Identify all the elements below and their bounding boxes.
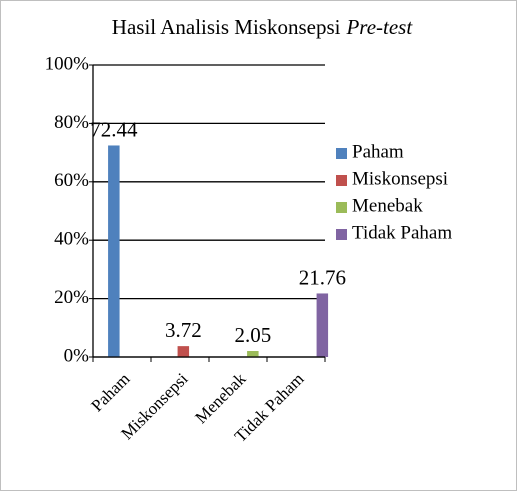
bar [108,145,120,357]
legend-swatch [336,229,347,240]
bar [177,346,190,357]
legend-swatch [336,202,347,213]
legend-label: Menebak [352,195,423,216]
legend-swatch [336,175,347,186]
value-label: 72.44 [90,117,138,141]
legend-label: Tidak Paham [352,222,452,243]
legend-label: Miskonsepsi [352,168,448,189]
legend-label: Paham [352,141,404,162]
y-tick-label: 40% [54,229,89,250]
chart-title: Hasil Analisis Miskonsepsi Pre-test [112,15,414,39]
y-tick-label: 60% [54,170,89,191]
value-label: 21.76 [299,265,346,289]
legend-swatch [336,148,347,159]
y-tick-label: 80% [54,112,89,133]
title-emphasis: Pre-test [345,15,413,39]
bar [247,351,259,357]
y-tick-label: 100% [45,53,90,74]
y-tick-label: 20% [54,287,89,308]
value-label: 3.72 [165,318,202,342]
y-tick-label: 0% [64,345,90,366]
bar [316,293,329,357]
title-main: Hasil Analisis Miskonsepsi [112,15,341,39]
value-label: 2.05 [234,323,271,347]
